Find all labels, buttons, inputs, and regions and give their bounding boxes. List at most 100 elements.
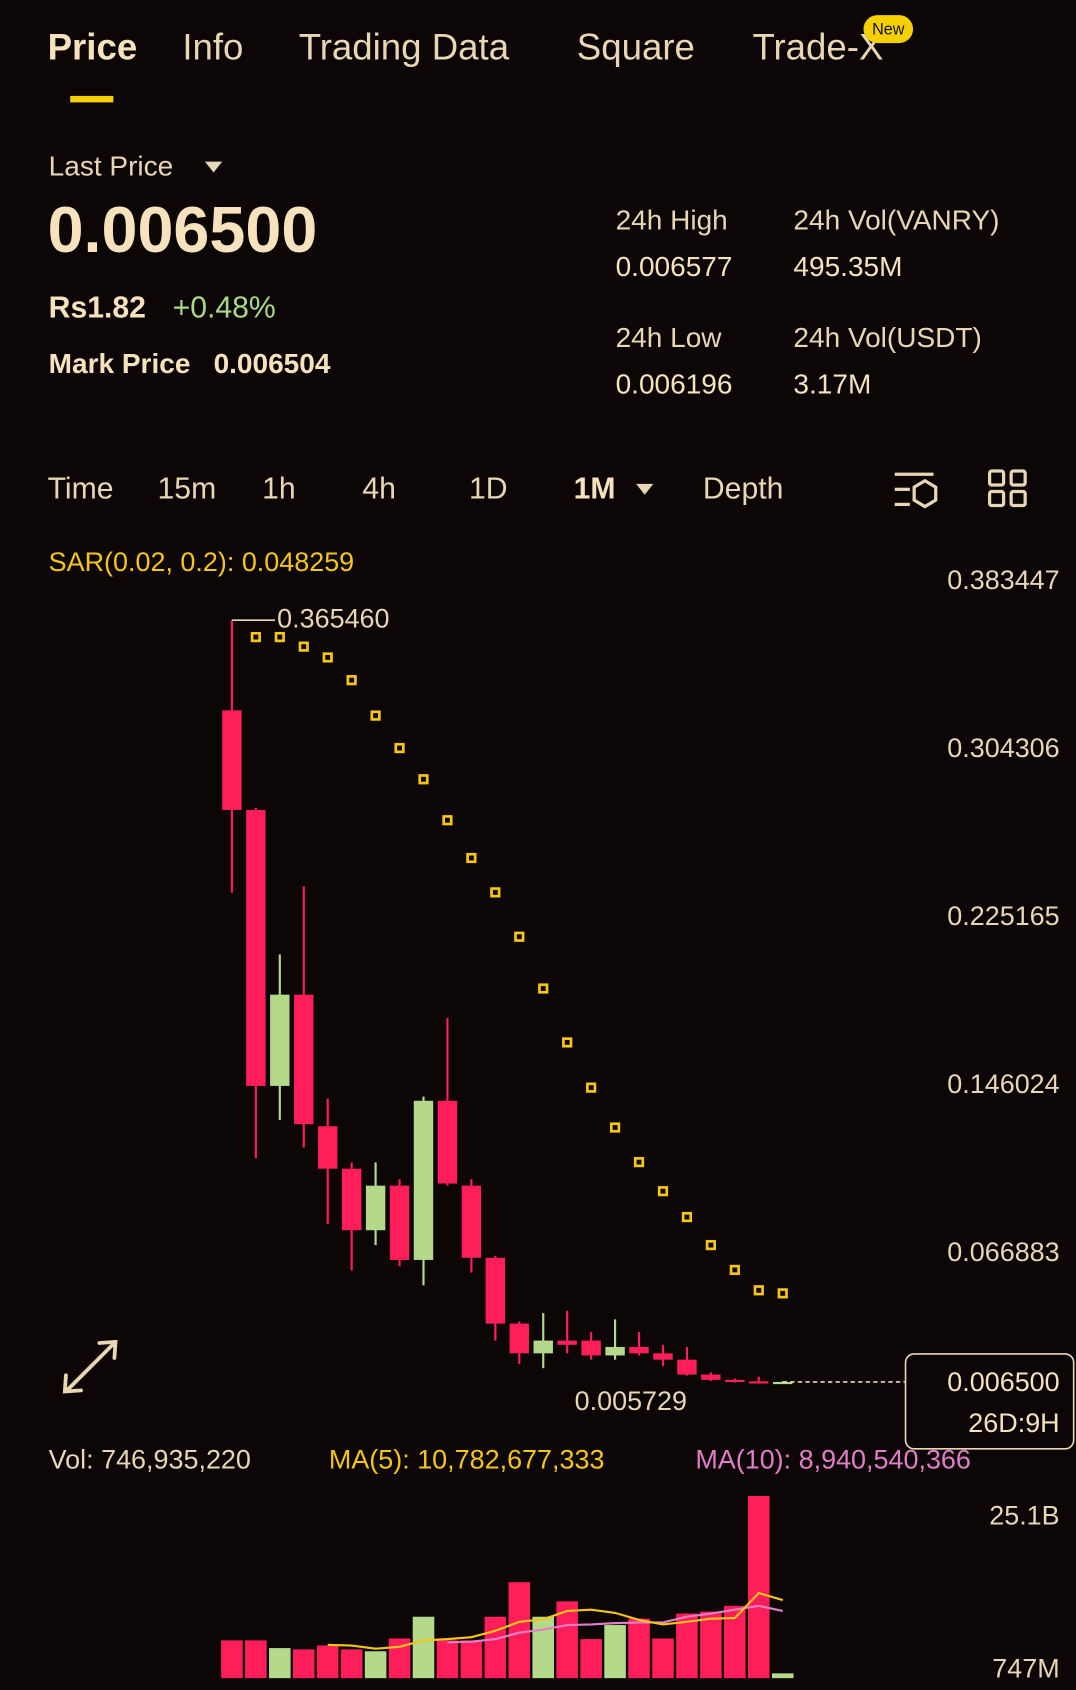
sar-dot bbox=[633, 1156, 645, 1168]
interval[interactable]: 4h bbox=[362, 472, 396, 505]
ma5-line bbox=[327, 1591, 784, 1650]
stat-label: 24h Vol(USDT) bbox=[793, 322, 981, 353]
candle-body bbox=[701, 1374, 721, 1380]
expand-icon[interactable] bbox=[62, 1339, 118, 1394]
vol-label: Vol: 746,935,220 bbox=[49, 1445, 251, 1475]
volume-bar bbox=[532, 1616, 555, 1679]
interval[interactable]: Time bbox=[48, 472, 114, 505]
sar-dot bbox=[538, 983, 549, 994]
current-price-label: 0.006500 bbox=[947, 1367, 1059, 1397]
sar-dot bbox=[729, 1264, 740, 1276]
tab[interactable]: Trade-X bbox=[752, 26, 883, 67]
candle-body bbox=[653, 1353, 673, 1360]
candle-body bbox=[557, 1340, 577, 1345]
candle-body bbox=[485, 1257, 506, 1324]
tab-indicator bbox=[70, 95, 114, 103]
stat-value: 495.35M bbox=[793, 251, 902, 282]
ma10-line bbox=[447, 1604, 783, 1644]
volume-bar bbox=[436, 1640, 459, 1679]
low-label: 0.005729 bbox=[575, 1386, 687, 1416]
tab[interactable]: Info bbox=[182, 26, 243, 67]
candle-body bbox=[749, 1381, 769, 1384]
sar-dot bbox=[394, 742, 405, 754]
ma10-label: MA(10): 8,940,540,366 bbox=[695, 1445, 971, 1475]
interval[interactable]: 1h bbox=[262, 472, 296, 505]
tab[interactable]: Price bbox=[48, 26, 138, 67]
candle-body bbox=[246, 810, 266, 1086]
candle-body bbox=[317, 1126, 338, 1169]
sar-dot bbox=[657, 1186, 669, 1197]
mark-price: 0.006504 bbox=[214, 348, 331, 379]
sar-dot bbox=[681, 1211, 693, 1223]
dropdown-icon bbox=[636, 483, 654, 495]
volume-bar bbox=[652, 1638, 674, 1679]
interval[interactable]: 1D bbox=[469, 472, 508, 505]
stat-label: 24h Low bbox=[616, 322, 723, 353]
volume-bar bbox=[724, 1605, 746, 1679]
candle-body bbox=[294, 994, 314, 1125]
sar-dot bbox=[562, 1037, 573, 1048]
volume-bar bbox=[316, 1645, 339, 1679]
ma5-label: MA(5): 10,782,677,333 bbox=[329, 1445, 605, 1475]
candle-body bbox=[725, 1379, 745, 1382]
volume-tick-label: 25.1B bbox=[989, 1501, 1059, 1531]
sar-dot bbox=[250, 631, 261, 643]
volume-bar bbox=[364, 1651, 387, 1679]
sar-dot bbox=[442, 815, 453, 826]
layout-icon[interactable] bbox=[987, 469, 1027, 508]
candle-body bbox=[677, 1359, 697, 1375]
sar-dot bbox=[490, 887, 501, 898]
volume-tick-label: 747M bbox=[992, 1654, 1059, 1684]
candle-body bbox=[365, 1185, 386, 1231]
dropdown-icon bbox=[204, 161, 223, 173]
tab[interactable]: Square bbox=[577, 26, 695, 67]
mark-price-label: Mark Price bbox=[49, 348, 191, 379]
tab[interactable]: Trading Data bbox=[299, 26, 510, 67]
volume-bar bbox=[580, 1639, 602, 1679]
candle-body bbox=[222, 710, 242, 811]
sar-dot bbox=[370, 710, 381, 721]
last-price-label[interactable]: Last Price bbox=[49, 151, 174, 182]
interval-active[interactable]: 1M bbox=[574, 472, 616, 505]
volume-bar bbox=[460, 1640, 483, 1679]
candle-body bbox=[533, 1340, 553, 1354]
price-change: +0.48% bbox=[173, 291, 276, 324]
sar-dot bbox=[586, 1082, 597, 1093]
volume-bar bbox=[676, 1613, 698, 1679]
interval[interactable]: 15m bbox=[158, 472, 217, 505]
y-tick-label: 0.066883 bbox=[947, 1237, 1059, 1267]
interval[interactable]: Depth bbox=[703, 472, 783, 505]
volume-bar bbox=[700, 1611, 722, 1679]
volume-bar bbox=[628, 1618, 650, 1679]
candle-body bbox=[437, 1100, 458, 1184]
volume-bar bbox=[292, 1649, 315, 1679]
new-badge: New bbox=[872, 20, 905, 38]
volume-bar bbox=[508, 1582, 531, 1679]
sar-dot bbox=[298, 641, 309, 652]
volume-bar bbox=[747, 1495, 770, 1679]
candle-body bbox=[629, 1346, 649, 1354]
new-badge-bg bbox=[863, 15, 914, 44]
y-tick-label: 0.383447 bbox=[947, 565, 1059, 595]
stat-value: 0.006196 bbox=[616, 368, 733, 399]
volume-bar bbox=[388, 1638, 411, 1679]
volume-bar bbox=[484, 1616, 507, 1679]
sar-dot bbox=[705, 1239, 716, 1251]
volume-bar bbox=[771, 1673, 794, 1679]
sar-dot bbox=[274, 631, 285, 643]
sar-dot bbox=[322, 652, 333, 663]
candle-body bbox=[605, 1346, 625, 1356]
stat-value: 0.006577 bbox=[616, 251, 733, 282]
settings-icon[interactable] bbox=[894, 472, 938, 509]
sar-dot bbox=[609, 1122, 621, 1133]
candle-body bbox=[773, 1381, 793, 1385]
candle-body bbox=[461, 1185, 482, 1258]
sar-dot bbox=[466, 852, 477, 864]
current-price-box bbox=[904, 1353, 1075, 1450]
volume-bar bbox=[604, 1625, 626, 1679]
last-price: 0.006500 bbox=[48, 193, 318, 266]
y-tick-label: 0.225165 bbox=[947, 901, 1059, 931]
volume-bar bbox=[340, 1649, 363, 1679]
candle-body bbox=[509, 1323, 529, 1354]
